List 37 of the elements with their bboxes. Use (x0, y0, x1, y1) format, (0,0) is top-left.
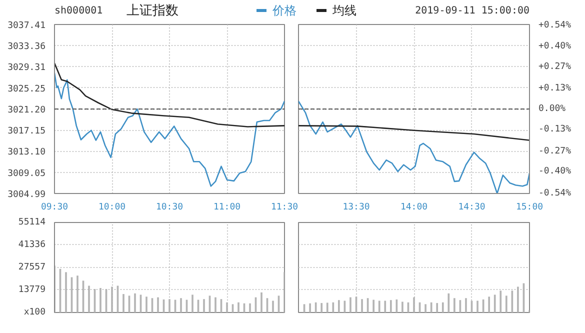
text: sh000001 (54, 6, 103, 16)
text: -0.27% (538, 146, 572, 156)
y-tick-label: 27557 (18, 262, 46, 272)
y-tick-label: 3021.20 (8, 106, 46, 116)
text: 0.00% (538, 104, 566, 114)
x-tick-label: 14:30 (458, 202, 486, 212)
x-tick-label: 10:30 (156, 202, 184, 212)
text: +0.13% (538, 84, 572, 94)
legend-label: 均线 (332, 4, 356, 18)
text: +0.27% (538, 62, 572, 72)
x-tick-label: 10:00 (98, 202, 126, 212)
text: -0.13% (538, 124, 572, 134)
y-tick-label: 3009.05 (8, 168, 46, 179)
y-tick-label: 3004.99 (8, 190, 46, 200)
y-tick-label: 3037.41 (8, 21, 46, 31)
y-tick-label: 3017.15 (8, 126, 46, 137)
y-tick-label: 55114 (18, 218, 46, 228)
x-tick-label: 14:00 (400, 202, 428, 212)
text: -0.40% (538, 166, 572, 177)
text: -0.54% (538, 188, 572, 198)
x-tick-label: 13:30 (342, 202, 370, 212)
x-tick-label: 09:30 (40, 202, 68, 212)
text: +0.40% (538, 41, 572, 52)
y-tick-label: 13779 (18, 285, 46, 295)
y-tick-label: x100 (24, 308, 46, 318)
y-tick-label: 41336 (18, 240, 46, 250)
x-tick-label: 15:00 (516, 202, 544, 212)
x-tick-label: 11:30 (270, 202, 298, 212)
text: +0.54% (538, 20, 572, 30)
text: 2019-09-11 15:00:00 (415, 6, 530, 16)
y-tick-label: 3029.31 (8, 63, 46, 74)
y-tick-label: 3013.10 (8, 148, 46, 158)
y-tick-label: 3033.36 (8, 42, 46, 52)
x-tick-label: 11:00 (213, 202, 241, 212)
y-tick-label: 3025.25 (8, 84, 46, 94)
legend-label: 价格 (272, 4, 296, 18)
chart-title: 上证指数 (126, 2, 178, 18)
